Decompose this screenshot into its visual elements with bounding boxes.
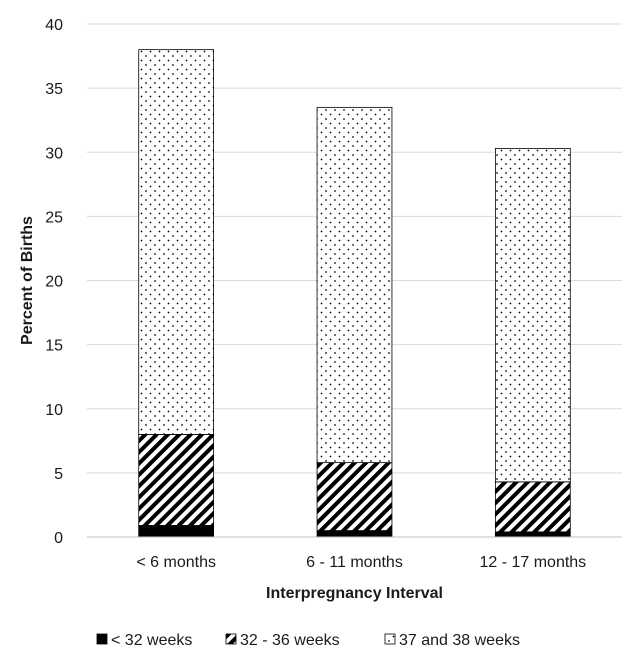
legend-swatch-1 <box>225 633 237 645</box>
bar-segment-2 <box>494 148 571 483</box>
x-tick-label: 12 - 17 months <box>479 554 586 571</box>
y-tick-label: 20 <box>45 274 63 291</box>
legend: < 32 weeks 32 - 36 weeks 37 and 38 weeks <box>96 632 520 649</box>
legend-swatch-0 <box>96 633 108 645</box>
x-axis-title: Interpregnancy Interval <box>266 585 443 602</box>
bar-segment-2 <box>316 106 393 464</box>
bar-segment-1 <box>494 481 571 533</box>
y-tick-label: 15 <box>45 338 63 355</box>
bar-segment-2 <box>138 49 215 435</box>
bar-segment-0 <box>138 525 215 538</box>
y-tick-label: 25 <box>45 209 63 226</box>
y-axis-ticks: 0 5 10 15 20 25 30 35 40 <box>45 17 63 547</box>
y-axis-title: Percent of Births <box>19 216 36 345</box>
y-tick-label: 40 <box>45 17 63 34</box>
x-tick-label: 6 - 11 months <box>306 554 403 571</box>
bar-segment-1 <box>138 433 215 526</box>
legend-label-2: 37 and 38 weeks <box>399 632 520 649</box>
y-tick-label: 30 <box>45 145 63 162</box>
bars <box>138 49 571 538</box>
bar-segment-1 <box>316 462 393 531</box>
legend-label-0: < 32 weeks <box>111 632 192 649</box>
y-tick-label: 35 <box>45 81 63 98</box>
bar-segment-0 <box>494 531 571 538</box>
x-tick-label: < 6 months <box>136 554 216 571</box>
y-tick-label: 0 <box>54 530 63 547</box>
legend-label-1: 32 - 36 weeks <box>240 632 340 649</box>
legend-swatch-2 <box>384 633 396 645</box>
y-tick-label: 5 <box>54 466 63 483</box>
x-axis-ticks: < 6 months 6 - 11 months 12 - 17 months <box>136 554 586 571</box>
bar-segment-0 <box>316 530 393 538</box>
y-tick-label: 10 <box>45 402 63 419</box>
